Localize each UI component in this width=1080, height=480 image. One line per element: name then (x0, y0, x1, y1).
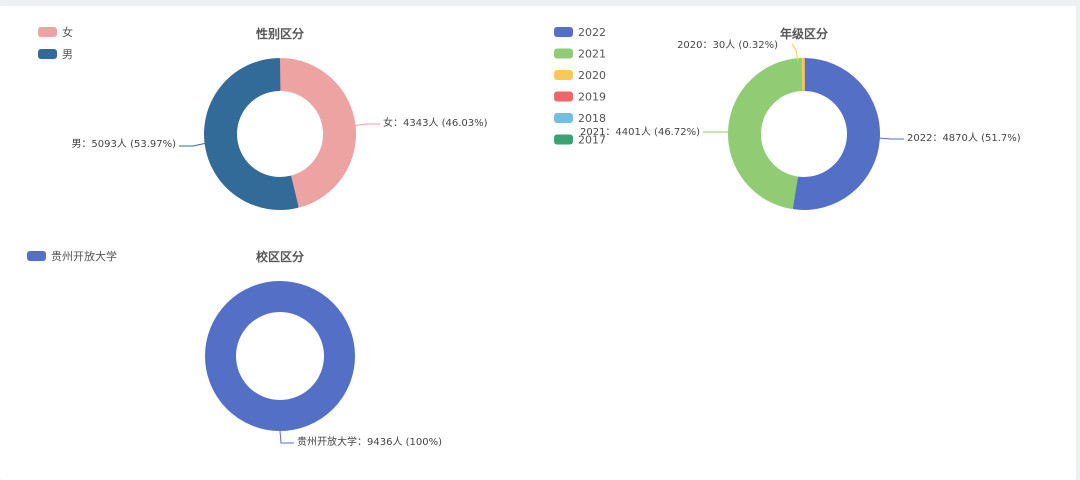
legend-label: 2021 (578, 48, 606, 61)
legend-swatch (554, 27, 573, 37)
legend-label: 2022 (578, 26, 606, 39)
slice-label: 贵州开放大学：9436人 (100%) (297, 435, 442, 448)
legend-item[interactable]: 贵州开放大学 (27, 249, 117, 263)
legend-swatch (554, 134, 573, 145)
legend-label: 2018 (578, 112, 606, 125)
label-leader-line (791, 43, 799, 63)
pie-slice[interactable] (792, 58, 880, 210)
legend-item[interactable]: 男 (38, 48, 73, 61)
label-leader-line (877, 137, 904, 140)
legend-swatch (554, 91, 573, 102)
pie-slice[interactable] (205, 281, 355, 431)
slice-label: 2020：30人 (0.32%) (677, 39, 778, 51)
legend-swatch (554, 70, 573, 80)
legend-item[interactable]: 女 (38, 25, 73, 39)
legend-label: 女 (62, 25, 73, 39)
legend-swatch (38, 27, 57, 37)
legend-swatch (554, 48, 573, 59)
legend-label: 2017 (578, 134, 606, 147)
chart-0: 性别区分 女男女：4343人 (46.03%) 男：5093人 (53.97%) (38, 25, 488, 210)
legend-swatch (38, 49, 57, 59)
chart-title: 性别区分 (255, 26, 304, 41)
legend-item[interactable]: 2018 (554, 112, 606, 125)
pie-slice[interactable] (801, 58, 805, 92)
slice-label: 女：4343人 (46.03%) (383, 116, 488, 129)
dashboard-panel: 性别区分 女男女：4343人 (46.03%) 男：5093人 (53.97%) 年级… (0, 6, 1076, 480)
slice-label: 男：5093人 (53.97%) (71, 138, 176, 150)
label-leader-line (179, 142, 208, 147)
pie-slice[interactable] (279, 58, 356, 208)
label-leader-line (279, 430, 294, 444)
legend-label: 2020 (578, 69, 606, 82)
legend-label: 男 (62, 48, 73, 61)
pie-slice[interactable] (728, 58, 804, 210)
legend-swatch (27, 251, 46, 261)
legend-item[interactable]: 2020 (554, 69, 606, 82)
legend-label: 2019 (578, 91, 606, 104)
pie-slice[interactable] (204, 58, 299, 210)
legend-label: 贵州开放大学 (51, 249, 117, 263)
legend-item[interactable]: 2019 (554, 91, 606, 104)
chart-title: 年级区分 (780, 26, 828, 41)
legend-item[interactable]: 2017 (554, 134, 606, 147)
chart-title: 校区区分 (256, 249, 304, 264)
legend-item[interactable]: 2021 (554, 48, 606, 61)
slice-label: 2021：4401人 (46.72%) (580, 126, 700, 138)
slice-label: 2022：4870人 (51.7%) (907, 132, 1021, 144)
legend-swatch (554, 113, 573, 123)
label-leader-line (351, 123, 380, 127)
legend-item[interactable]: 2022 (554, 26, 606, 39)
chart-1: 年级区分 2022 2021 2020 2019 2018 2017 2022：4870人 (… (554, 26, 1021, 210)
